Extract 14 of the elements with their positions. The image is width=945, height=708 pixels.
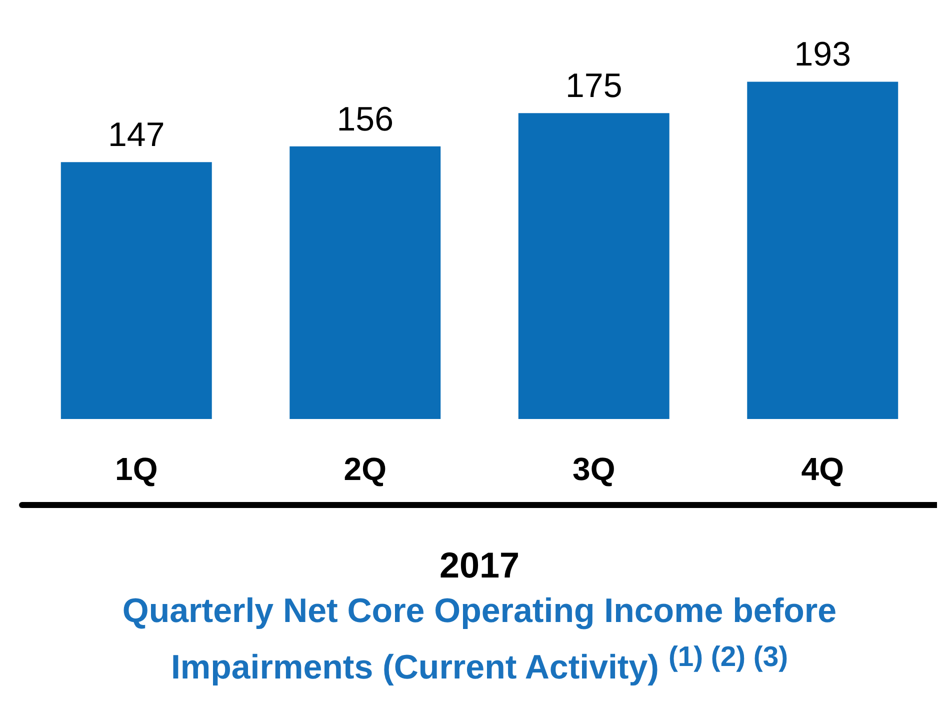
- x-tick-label: 3Q: [572, 451, 616, 487]
- data-label: 175: [566, 67, 622, 106]
- data-label: 156: [336, 100, 394, 138]
- bar: [290, 146, 441, 419]
- data-label: 193: [794, 36, 851, 74]
- text: Quarterly Net Core Operating Income before Impairments (Current Activity) $^{(1) (2) (3)}$: [121, 591, 838, 688]
- data-label: 147: [108, 116, 165, 154]
- bar: [747, 82, 898, 419]
- bar: [518, 113, 670, 419]
- x-tick-label: 1Q: [115, 451, 158, 487]
- x-tick-label: 4Q: [801, 451, 844, 487]
- bar: [60, 162, 212, 419]
- x-tick-label: 2Q: [344, 451, 386, 487]
- x-axis-title: 2017: [439, 544, 520, 586]
